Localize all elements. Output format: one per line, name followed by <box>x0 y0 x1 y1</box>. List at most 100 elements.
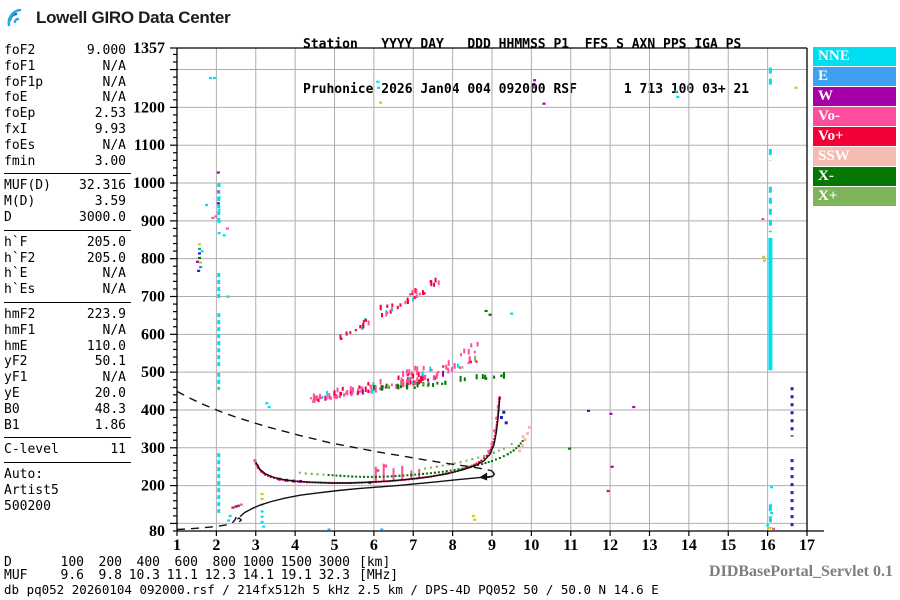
noise-dot <box>197 256 201 260</box>
echo-cluster-dot <box>379 304 382 311</box>
echo-cluster-dot <box>420 375 423 381</box>
trace-dot <box>493 437 496 440</box>
trace-dot <box>459 461 462 464</box>
noise-dot <box>794 86 798 89</box>
panel-divider <box>4 437 131 439</box>
footer-value: 9.8 <box>98 568 122 583</box>
trace-dot <box>327 474 330 477</box>
trace-dot <box>492 451 495 454</box>
echo-cluster-dot <box>408 376 411 380</box>
param-value: 11 <box>110 442 126 458</box>
echo-cluster-dot <box>339 334 342 340</box>
noise-dot <box>377 86 381 89</box>
noise-dot <box>226 295 230 298</box>
echo-cluster-dot <box>371 389 374 394</box>
echo-cluster-dot <box>476 341 479 347</box>
noise-dot <box>473 518 477 521</box>
echo-cluster-dot <box>442 365 445 368</box>
echo-cluster-dot <box>456 363 459 368</box>
param-value: 32.316 <box>79 178 126 194</box>
x-tick-label: 14 <box>681 537 697 554</box>
noise-dot <box>260 515 264 518</box>
echo-cluster-dot <box>470 343 473 348</box>
echo-cluster-dot <box>361 325 364 331</box>
trace-dot <box>382 475 385 478</box>
echo-cluster-dot <box>359 325 362 329</box>
footer-row-label: D <box>4 555 12 570</box>
trace-fit <box>255 396 501 484</box>
trace-dot <box>402 474 405 477</box>
trace-dot <box>386 475 389 478</box>
echo-cluster-dot <box>350 393 353 397</box>
noise-dot <box>212 76 216 80</box>
noise-dot <box>211 216 215 220</box>
echo-cluster-dot <box>333 394 336 398</box>
trace-accent-dot <box>523 437 527 441</box>
noise-dot <box>265 402 269 405</box>
echo-cluster-dot <box>399 385 402 389</box>
echo-cluster-dot <box>432 383 435 387</box>
param-value: N/A <box>102 370 126 386</box>
echo-cluster-dot <box>406 297 409 302</box>
noise-dot <box>674 90 678 93</box>
trace-dot <box>510 443 513 446</box>
trace-accent-dot <box>527 425 531 429</box>
echo-cluster-dot <box>423 292 426 295</box>
legend-item-X-: X- <box>813 167 896 186</box>
noise-dot <box>609 412 613 415</box>
trace-dot <box>483 457 486 460</box>
noise-dot <box>484 309 488 313</box>
x-tick-label: 16 <box>760 537 776 554</box>
noise-dot <box>533 79 537 82</box>
y-tick-label: 700 <box>141 288 165 305</box>
echo-cluster-dot <box>372 385 375 390</box>
echo-cluster-dot <box>475 374 478 380</box>
param-label: h`Es <box>4 282 36 298</box>
noise-dot <box>762 255 766 258</box>
echo-cluster-dot <box>406 299 409 305</box>
param-row-hmF1: hmF1 N/A <box>4 323 126 339</box>
trace-dot <box>370 475 373 478</box>
echo-cluster-dot <box>336 395 339 399</box>
param-label: fxI <box>4 121 28 137</box>
echo-cluster-dot <box>453 363 456 369</box>
echo-cluster-dot <box>493 375 496 379</box>
param-value: 3.00 <box>94 153 126 169</box>
trace-dot <box>331 474 334 477</box>
echo-cluster-dot <box>409 293 412 296</box>
echo-cluster-dot <box>381 313 384 318</box>
trace-dot <box>477 464 480 467</box>
noise-dot <box>542 102 546 105</box>
echo-cluster-dot <box>400 377 403 380</box>
footer-value: 14.1 <box>242 568 274 583</box>
true-height-profile <box>239 475 493 518</box>
echo-cluster-dot <box>402 381 405 387</box>
trace-accent-dot <box>487 450 491 454</box>
footer-value: 600 <box>174 555 198 570</box>
trace-accent-dot <box>502 410 506 414</box>
echo-cluster-dot <box>412 373 415 379</box>
trace-dot <box>453 468 456 471</box>
echo-cluster-dot <box>356 390 359 396</box>
noise-dot <box>217 231 221 235</box>
echo-cluster-dot <box>391 303 394 307</box>
trace-dot <box>493 434 496 437</box>
echo-cluster-dot <box>386 304 389 308</box>
echo-cluster-dot <box>416 371 419 376</box>
trace-dot <box>441 470 444 473</box>
echo-cluster-dot <box>467 348 470 355</box>
trace-dot <box>512 449 515 452</box>
echo-cluster-dot <box>421 382 424 386</box>
trace-dot <box>498 457 501 460</box>
echo-cluster-dot <box>411 382 414 385</box>
echo-cluster-dot <box>338 393 341 399</box>
trace-dot <box>351 475 354 478</box>
trace-accent-dot <box>384 464 388 468</box>
echo-cluster-dot <box>385 310 388 313</box>
echo-cluster-dot <box>346 390 349 396</box>
param-value: N/A <box>102 266 126 282</box>
echo-direction-legend: NNE E W Vo- Vo+ SSW X- X+ <box>813 47 897 207</box>
echo-cluster-dot <box>349 331 352 334</box>
footer-row-label: MUF <box>4 568 28 583</box>
echo-cluster-dot <box>424 374 427 381</box>
